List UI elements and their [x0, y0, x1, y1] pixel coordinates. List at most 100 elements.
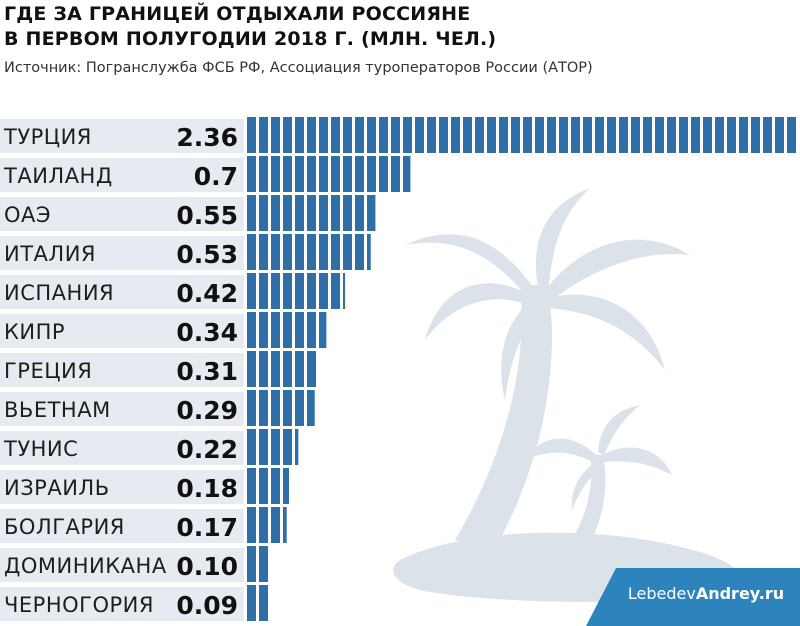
- bar-10: [247, 468, 290, 504]
- category-label: КИПР: [4, 320, 65, 344]
- bar-segment: [331, 156, 340, 192]
- category-labels: ТУРЦИЯ ТАИЛАНД ОАЭ ИТАЛИЯ ИСПАНИЯ КИПР ГРЕЦИЯ В…: [3, 125, 167, 617]
- bar-segment: [271, 312, 280, 348]
- bar-segment: [259, 273, 268, 309]
- bar-segment: [739, 117, 748, 153]
- palm-small-frond-up: [598, 405, 640, 456]
- bar-segment: [343, 117, 352, 153]
- bar-segment: [655, 117, 664, 153]
- palm-large-frond-left-down: [425, 283, 530, 340]
- value-label: 0.31: [176, 357, 238, 386]
- category-label: ИСПАНИЯ: [4, 281, 114, 305]
- category-label: ГРЕЦИЯ: [4, 359, 92, 383]
- bar-segment: [295, 117, 304, 153]
- bar-segment: [703, 117, 712, 153]
- bar-segment: [283, 351, 292, 387]
- bar-segment: [259, 429, 268, 465]
- row-band: [0, 236, 244, 270]
- bar-segment: [259, 390, 268, 426]
- row-band: [0, 587, 244, 621]
- bar-segment: [691, 117, 700, 153]
- row-band: [0, 431, 244, 465]
- bar-9: [247, 429, 299, 465]
- value-label: 0.09: [176, 591, 238, 620]
- bar-11: [247, 507, 287, 543]
- bar-segment: [259, 234, 268, 270]
- row-band: [0, 275, 244, 309]
- bar-segment: [259, 468, 268, 504]
- title-line-2: В ПЕРВОМ ПОЛУГОДИИ 2018 Г. (МЛН. ЧЕЛ.): [4, 28, 497, 50]
- bar-segment: [499, 117, 508, 153]
- value-label: 0.29: [176, 396, 238, 425]
- bar-segment: [283, 195, 292, 231]
- palm-large-frond-left-up: [405, 234, 535, 300]
- bar-segment: [283, 468, 290, 504]
- bar-segment: [391, 156, 400, 192]
- chart-title: ГДЕ ЗА ГРАНИЦЕЙ ОТДЫХАЛИ РОССИЯНЕ В ПЕРВ…: [4, 2, 784, 52]
- chart-source: Источник: Погранслужба ФСБ РФ, Ассоциаци…: [4, 60, 593, 76]
- row-band: [0, 158, 244, 192]
- bar-segment: [307, 312, 316, 348]
- palm-small-frond-right: [602, 447, 672, 475]
- palm-small-frond-lower: [571, 460, 604, 510]
- bar-segment: [343, 195, 352, 231]
- palm-small-trunk: [565, 455, 606, 556]
- value-label: 0.10: [176, 552, 238, 581]
- bar-segment: [343, 273, 346, 309]
- bar-segment: [319, 273, 328, 309]
- row-band: [0, 548, 244, 582]
- value-label: 0.53: [176, 240, 238, 269]
- bar-segment: [247, 585, 256, 621]
- bar-segment: [379, 156, 388, 192]
- value-label: 0.7: [194, 162, 238, 191]
- bar-segment: [367, 195, 376, 231]
- category-label: ТАИЛАНД: [3, 164, 113, 188]
- bar-7: [247, 351, 316, 387]
- bar-segment: [415, 117, 424, 153]
- bar-8: [247, 390, 315, 426]
- bar-segment: [283, 390, 292, 426]
- bar-segment: [631, 117, 640, 153]
- value-label: 2.36: [176, 123, 238, 152]
- watermark-badge[interactable]: LebedevAndrey.ru: [586, 568, 800, 626]
- bar-segment: [679, 117, 688, 153]
- bar-5: [247, 273, 346, 309]
- bar-segment: [403, 156, 411, 192]
- bar-segment: [367, 234, 371, 270]
- bar-segment: [331, 117, 340, 153]
- row-band: [0, 353, 244, 387]
- watermark-text-part2: Andrey.ru: [695, 584, 785, 603]
- bar-segment: [271, 273, 280, 309]
- bar-segment: [247, 507, 256, 543]
- bar-segment: [295, 156, 304, 192]
- bar-segment: [403, 117, 412, 153]
- bar-segment: [427, 117, 436, 153]
- bar-segment: [259, 195, 268, 231]
- palm-large-trunk: [455, 285, 552, 548]
- palm-large-frond-up: [535, 188, 590, 292]
- bar-segment: [283, 117, 292, 153]
- bar-segment: [247, 429, 256, 465]
- bar-segment: [715, 117, 724, 153]
- bar-segment: [763, 117, 772, 153]
- bar-segment: [367, 156, 376, 192]
- bar-segment: [295, 429, 299, 465]
- palm-large-frond-right-down: [548, 294, 665, 370]
- bar-segment: [787, 117, 796, 153]
- bar-segment: [271, 390, 280, 426]
- bar-segment: [619, 117, 628, 153]
- watermark-text: LebedevAndrey.ru: [616, 584, 796, 603]
- palm-large-frond-hanging: [501, 300, 540, 400]
- palm-large-frond-right-up: [545, 239, 690, 300]
- bar-segment: [391, 117, 400, 153]
- category-label: ДОМИНИКАНА: [4, 554, 167, 578]
- bar-segment: [775, 117, 784, 153]
- bar-segment: [247, 390, 256, 426]
- bar-segment: [247, 273, 256, 309]
- bar-segment: [379, 117, 388, 153]
- watermark-text-part1: Lebedev: [627, 584, 696, 603]
- bar-segment: [307, 234, 316, 270]
- row-band: [0, 470, 244, 504]
- row-band: [0, 314, 244, 348]
- bar-segment: [511, 117, 520, 153]
